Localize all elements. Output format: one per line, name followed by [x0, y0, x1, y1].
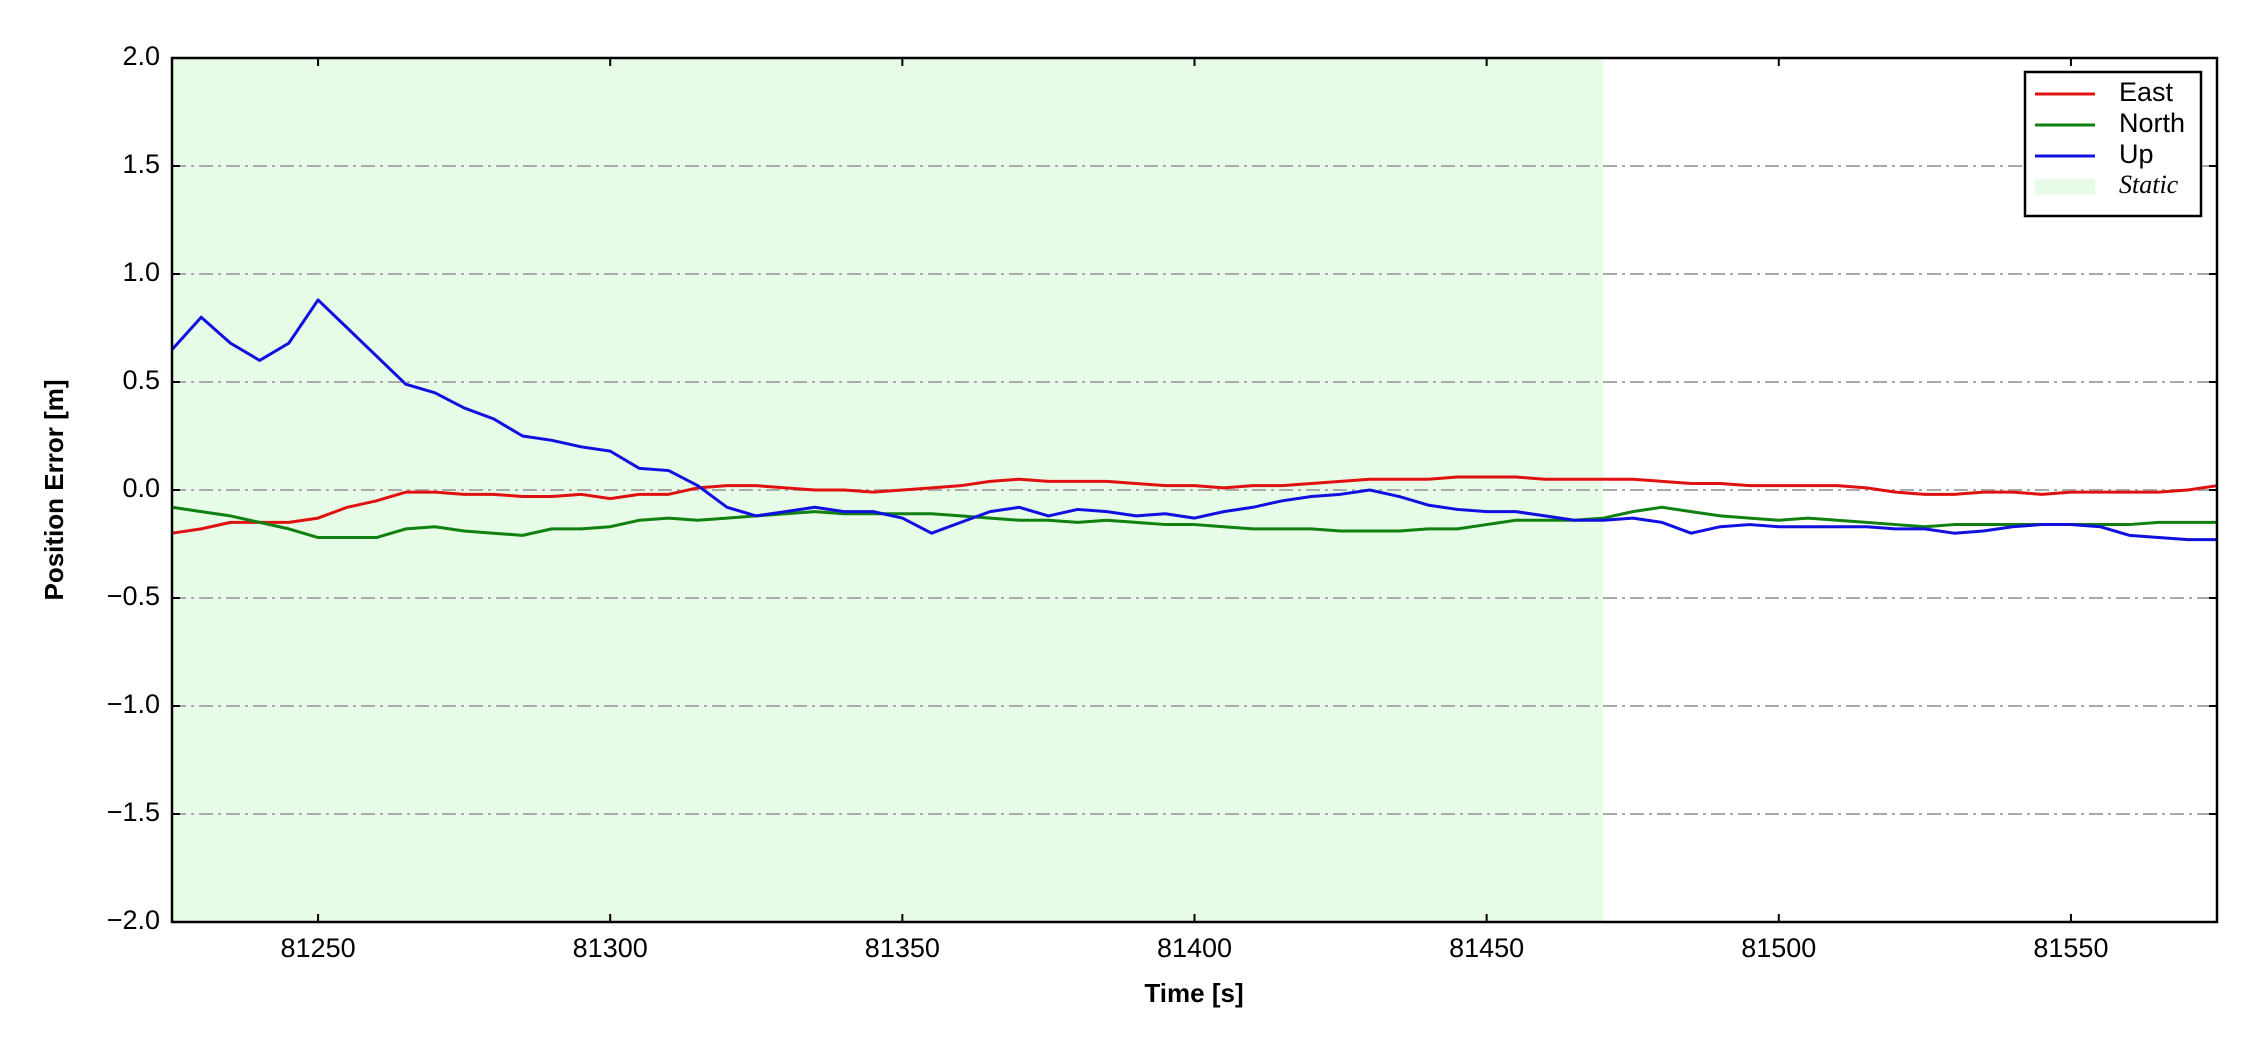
- x-axis-label: Time [s]: [1144, 978, 1243, 1008]
- legend-label: North: [2119, 108, 2185, 138]
- y-tick-label: −1.5: [107, 797, 160, 827]
- y-tick-label: 0.5: [122, 365, 160, 395]
- legend-label: Up: [2119, 139, 2154, 169]
- y-tick-label: 1.5: [122, 149, 160, 179]
- y-tick-label: 2.0: [122, 41, 160, 71]
- legend-label: East: [2119, 77, 2174, 107]
- legend-swatch: [2035, 179, 2095, 195]
- y-tick-label: 1.0: [122, 257, 160, 287]
- legend-box: [2023, 70, 2203, 218]
- series-line: [170, 298, 2217, 542]
- x-tick-label: 81550: [2033, 933, 2108, 963]
- plot-frame: [170, 56, 2219, 924]
- legend-label: Static: [2119, 170, 2179, 199]
- x-tick-label: 81350: [865, 933, 940, 963]
- x-tick-label: 81400: [1157, 933, 1232, 963]
- y-tick-label: −0.5: [107, 581, 160, 611]
- x-tick-label: 81250: [281, 933, 356, 963]
- series-line: [171, 505, 2217, 540]
- x-tick-label: 81300: [573, 933, 648, 963]
- y-tick-label: 0.0: [122, 473, 160, 503]
- series-line: [171, 475, 2218, 535]
- x-tick-label: 81450: [1449, 933, 1524, 963]
- y-tick-label: −2.0: [107, 905, 160, 935]
- x-tick-label: 81500: [1741, 933, 1816, 963]
- y-axis-label: Position Error [m]: [39, 379, 69, 600]
- y-tick-label: −1.0: [107, 689, 160, 719]
